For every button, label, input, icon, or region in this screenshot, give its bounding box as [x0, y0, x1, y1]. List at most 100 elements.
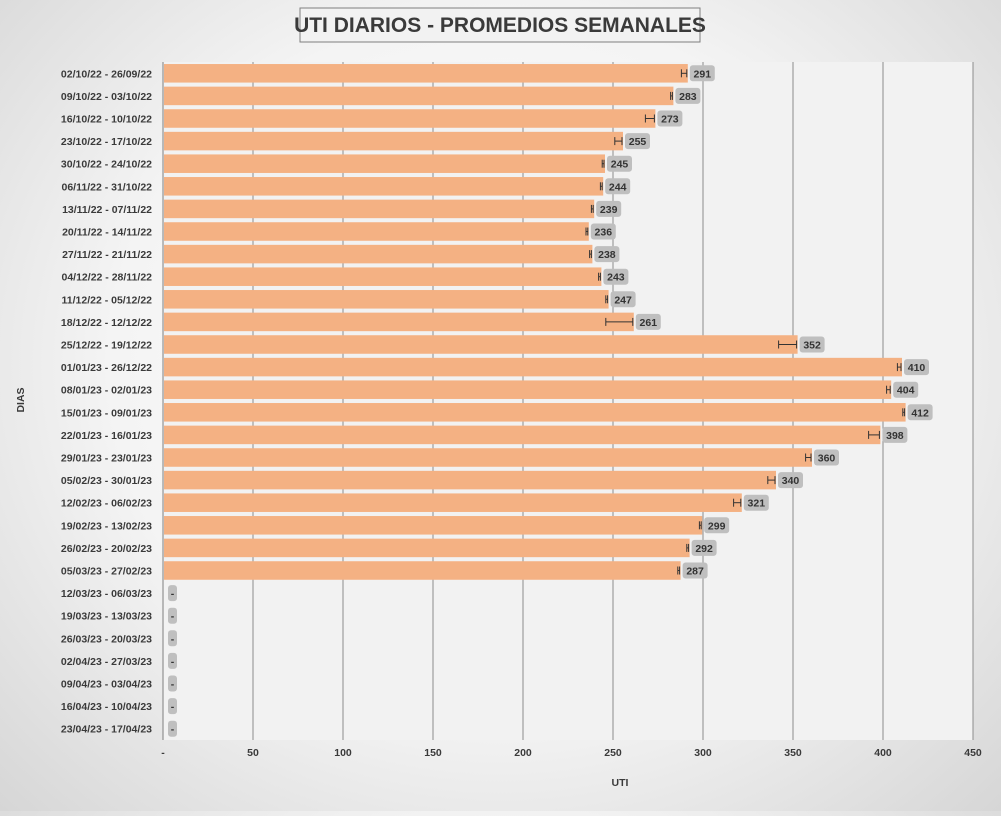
category-label: 13/11/22 - 07/11/22: [62, 204, 152, 216]
data-label: 292: [695, 543, 713, 555]
x-tick-label: 300: [694, 747, 712, 759]
data-label: 283: [679, 91, 697, 103]
data-label: 299: [708, 520, 726, 532]
x-tick-label: 150: [424, 747, 442, 759]
data-label-bg: [168, 652, 177, 669]
data-label-bg: [605, 178, 631, 195]
data-label-bg: [657, 110, 683, 127]
category-label: 20/11/22 - 14/11/22: [62, 227, 152, 239]
data-label-bg: [594, 246, 620, 263]
category-label: 23/10/22 - 17/10/22: [61, 136, 152, 148]
category-label: 16/10/22 - 10/10/22: [61, 114, 152, 126]
category-label: 27/11/22 - 21/11/22: [62, 249, 152, 261]
data-label: 261: [640, 317, 658, 329]
data-label: 321: [748, 498, 766, 510]
bar: [164, 380, 892, 399]
data-label: 352: [803, 340, 821, 352]
data-label-bg: [635, 313, 661, 330]
data-label-bg: [168, 720, 177, 737]
category-label: 15/01/23 - 09/01/23: [61, 407, 152, 419]
category-label: 26/03/23 - 20/03/23: [61, 633, 152, 645]
bar: [164, 470, 776, 490]
data-label-bg: [168, 675, 177, 692]
category-label: 11/12/22 - 05/12/22: [62, 294, 153, 306]
data-label-bg: [904, 359, 929, 376]
data-label: 245: [611, 159, 629, 171]
data-label: 236: [595, 227, 613, 239]
data-label: 243: [607, 272, 625, 284]
data-label-bg: [675, 87, 701, 104]
data-label: 273: [661, 114, 679, 126]
category-label: 09/10/22 - 03/10/22: [61, 91, 152, 103]
category-label: 22/01/23 - 16/01/23: [61, 430, 152, 442]
data-label-bg: [168, 585, 177, 602]
data-label-bg: [743, 494, 769, 511]
error-bars: [585, 69, 906, 575]
bar: [164, 312, 634, 332]
data-label-bg: [882, 426, 908, 443]
bar: [164, 267, 602, 286]
bar: [164, 86, 674, 106]
x-tick-labels: - 50 100 150 200 250 300 350 400 450: [161, 747, 982, 759]
data-label: 244: [609, 181, 627, 193]
x-tick-label: 250: [604, 747, 622, 759]
data-label: 238: [598, 249, 616, 261]
bar: [164, 154, 605, 173]
data-label-bg: [610, 291, 636, 308]
gridlines: [252, 62, 974, 740]
data-label: 287: [686, 566, 704, 578]
data-label-bg: [799, 336, 825, 353]
data-label: 255: [629, 136, 647, 148]
bar: [164, 177, 604, 196]
data-label: -: [171, 611, 175, 623]
data-label-bg: [168, 630, 177, 647]
data-label: -: [171, 679, 175, 691]
category-label: 29/01/23 - 23/01/23: [61, 453, 152, 465]
bar: [164, 448, 812, 467]
x-tick-label: -: [161, 747, 165, 759]
category-label: 02/10/22 - 26/09/22: [61, 68, 152, 80]
category-label: 08/01/23 - 02/01/23: [61, 385, 152, 397]
bar: [164, 290, 609, 309]
category-label: 23/04/23 - 17/04/23: [61, 724, 152, 736]
category-label: 05/02/23 - 30/01/23: [61, 475, 152, 487]
data-label: 340: [782, 475, 800, 487]
category-label: 19/02/23 - 13/02/23: [61, 520, 152, 532]
data-label-bg: [704, 517, 730, 534]
x-tick-label: 100: [334, 747, 352, 759]
data-label: 398: [886, 430, 904, 442]
category-label: 12/02/23 - 06/02/23: [61, 498, 152, 510]
x-tick-label: 50: [247, 747, 259, 759]
data-label-bg: [682, 562, 708, 579]
category-label: 12/03/23 - 06/03/23: [61, 588, 152, 600]
data-label-bg: [893, 381, 919, 398]
data-label: 412: [911, 407, 929, 419]
bar: [164, 64, 688, 83]
category-label: 09/04/23 - 03/04/23: [61, 679, 152, 691]
x-tick-label: 400: [874, 747, 892, 759]
category-labels: 02/10/22 - 26/09/22 09/10/22 - 03/10/22 16…: [61, 68, 152, 735]
bar: [164, 493, 742, 512]
category-label: 05/03/23 - 27/02/23: [61, 566, 152, 578]
data-label: -: [171, 724, 175, 736]
data-label-bg: [625, 133, 650, 150]
data-label-bg: [778, 472, 803, 489]
data-label-bg: [689, 65, 715, 82]
data-label: 291: [694, 68, 712, 80]
data-label-bg: [607, 155, 632, 172]
data-label: 360: [818, 453, 836, 465]
bar: [164, 561, 681, 580]
category-label: 06/11/22 - 31/10/22: [62, 181, 153, 193]
data-label: 247: [614, 294, 632, 306]
category-label: 02/04/23 - 27/03/23: [61, 656, 152, 668]
bar: [164, 131, 623, 151]
data-label: -: [171, 656, 175, 668]
category-label: 25/12/22 - 19/12/22: [61, 340, 152, 352]
category-label: 18/12/22 - 12/12/22: [61, 317, 152, 329]
bar: [164, 222, 589, 241]
data-label: -: [171, 633, 175, 645]
category-label: 30/10/22 - 24/10/22: [61, 159, 152, 171]
